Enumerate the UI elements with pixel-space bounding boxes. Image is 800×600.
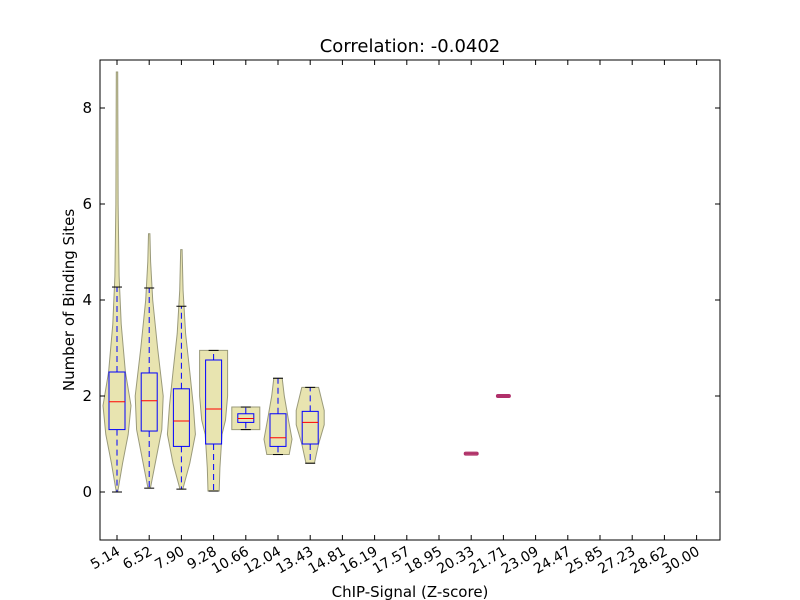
x-tick-label: 30.00 [660,544,703,578]
violin-layer [102,71,511,493]
violin [102,71,132,493]
violin [166,249,196,490]
x-axis-label: ChIP-Signal (Z-score) [332,583,489,600]
y-tick-label: 2 [82,387,92,405]
y-tick-label: 8 [82,99,92,117]
y-axis-label: Number of Binding Sites [60,209,78,391]
box [108,371,126,431]
x-tick-label: 6.52 [120,544,155,573]
y-tick-label: 4 [82,291,92,309]
y-tick-label: 6 [82,195,92,213]
plot-frame [99,59,721,541]
chart-title: Correlation: -0.0402 [320,36,501,57]
box [269,413,287,447]
box [205,359,223,445]
violin [199,349,229,492]
box [172,388,190,447]
x-tick-label: 5.14 [88,544,123,573]
box [301,410,319,445]
box-layer [108,286,511,493]
x-tick-label: 7.90 [152,544,187,573]
box [140,372,158,432]
y-tick-label: 0 [82,483,92,501]
violin [263,377,293,456]
